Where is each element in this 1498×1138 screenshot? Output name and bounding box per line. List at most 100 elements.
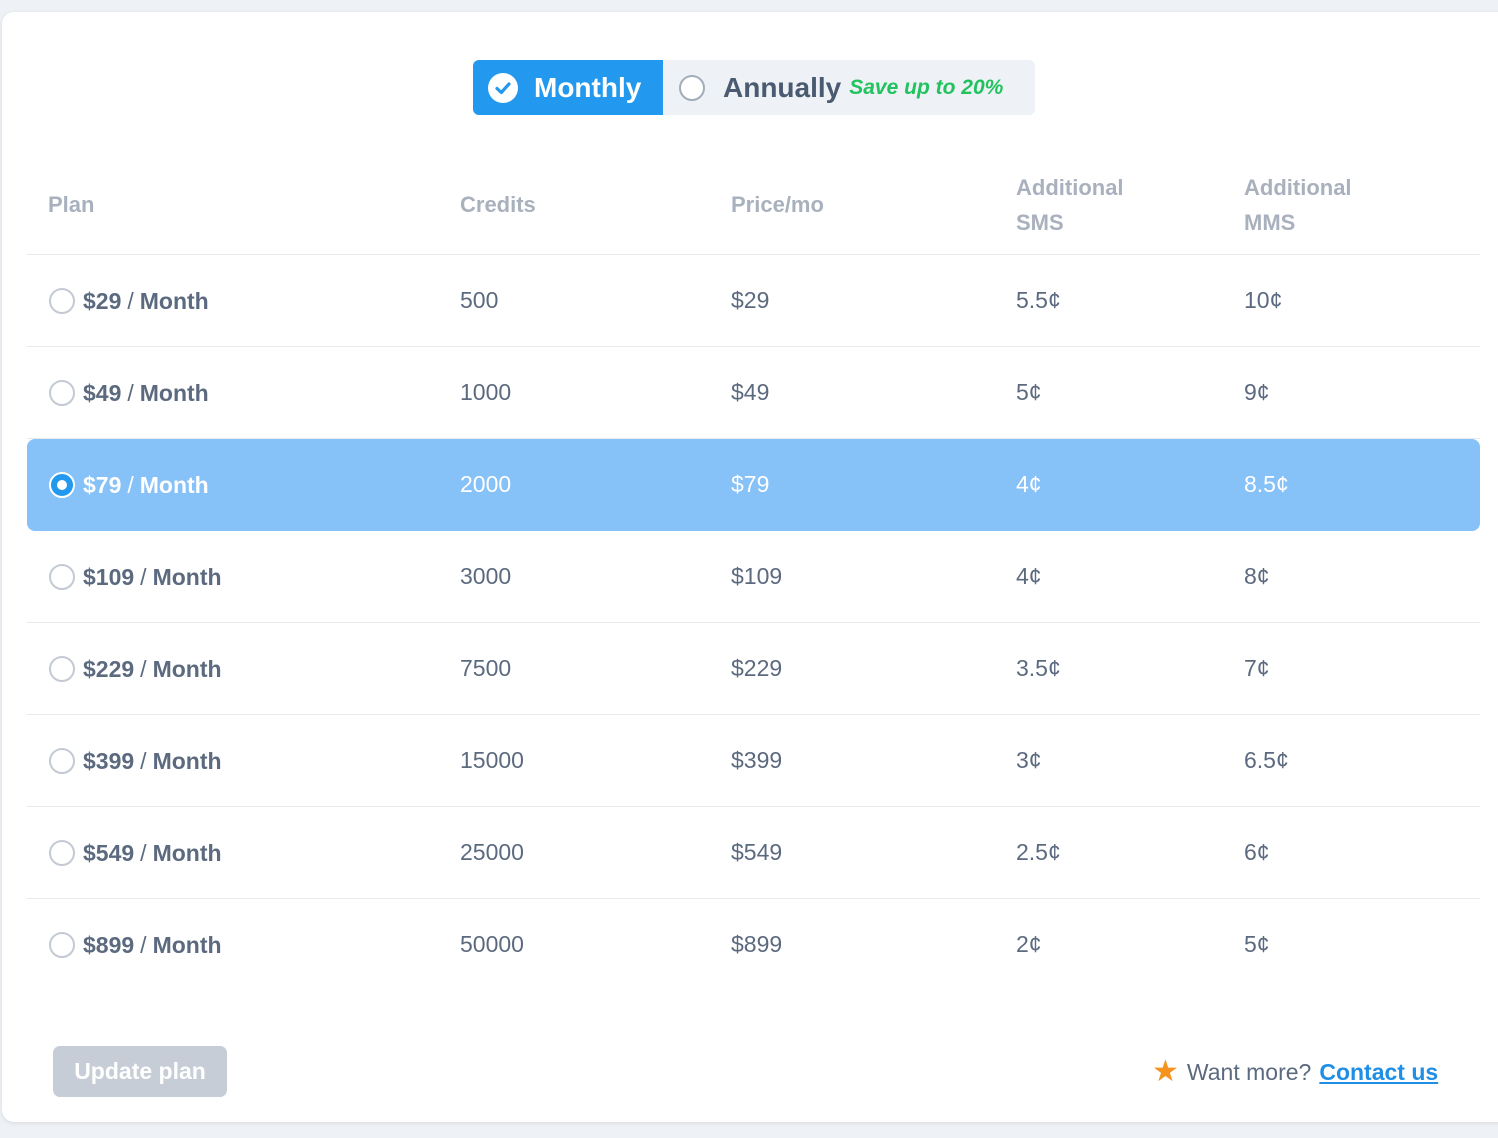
- mms-cell: 6.5¢: [1244, 747, 1289, 773]
- update-plan-button[interactable]: Update plan: [53, 1046, 227, 1097]
- header-sms-line2: SMS: [1016, 210, 1064, 235]
- mms-cell: 10¢: [1244, 287, 1283, 313]
- plan-card: Monthly Annually Save up to 20% Plan Cre…: [2, 12, 1498, 1122]
- plan-unit: Month: [152, 840, 222, 866]
- radio-unchecked-icon: [679, 74, 705, 101]
- price-cell: $899: [731, 931, 783, 957]
- mms-cell: 7¢: [1244, 655, 1270, 681]
- table-row[interactable]: $549/Month 25000 $549 2.5¢ 6¢: [27, 807, 1480, 899]
- plan-unit: Month: [139, 288, 209, 314]
- table-row[interactable]: $899/Month 50000 $899 2¢ 5¢: [27, 899, 1480, 991]
- plan-cell: $29/Month: [49, 255, 209, 347]
- price-cell: $49: [731, 379, 770, 405]
- plan-radio[interactable]: [49, 840, 75, 866]
- header-credits: Credits: [460, 192, 536, 217]
- sms-cell: 2¢: [1016, 931, 1042, 957]
- sms-cell: 3¢: [1016, 747, 1042, 773]
- table-header: Plan Credits Price/mo Additional SMS Add…: [27, 157, 1480, 255]
- plan-cell: $899/Month: [49, 899, 222, 991]
- billing-toggle: Monthly Annually Save up to 20%: [473, 60, 1035, 115]
- plan-price-label: $399: [83, 748, 135, 774]
- table-row[interactable]: $79/Month 2000 $79 4¢ 8.5¢: [27, 439, 1480, 531]
- plan-radio[interactable]: [49, 564, 75, 590]
- plan-price-label: $549: [83, 840, 135, 866]
- plan-radio[interactable]: [49, 748, 75, 774]
- check-circle-icon: [488, 72, 518, 103]
- credits-cell: 1000: [460, 379, 512, 405]
- plan-price-label: $49: [83, 380, 122, 406]
- plan-unit: Month: [139, 380, 209, 406]
- plan-price-label: $29: [83, 288, 122, 314]
- want-more-text: Want more?: [1186, 1058, 1312, 1085]
- plan-radio[interactable]: [49, 932, 75, 958]
- credits-cell: 500: [460, 287, 499, 313]
- plan-price-label: $109: [83, 564, 135, 590]
- plan-price-label: $79: [83, 472, 122, 498]
- header-price: Price/mo: [731, 192, 824, 217]
- price-cell: $109: [731, 563, 783, 589]
- plan-cell: $229/Month: [49, 623, 222, 715]
- sms-cell: 4¢: [1016, 471, 1042, 497]
- price-cell: $549: [731, 839, 783, 865]
- mms-cell: 5¢: [1244, 931, 1270, 957]
- sms-cell: 4¢: [1016, 563, 1042, 589]
- sms-cell: 5.5¢: [1016, 287, 1061, 313]
- plan-separator: /: [127, 288, 134, 314]
- sms-cell: 2.5¢: [1016, 839, 1061, 865]
- price-cell: $79: [731, 471, 770, 497]
- price-cell: $399: [731, 747, 783, 773]
- plan-separator: /: [127, 380, 134, 406]
- plan-separator: /: [140, 932, 147, 958]
- table-body: $29/Month 500 $29 5.5¢ 10¢ $49/Month 1000 $49 5¢…: [27, 255, 1480, 991]
- plan-unit: Month: [139, 472, 209, 498]
- plan-cell: $79/Month: [49, 439, 209, 531]
- credits-cell: 3000: [460, 563, 512, 589]
- price-cell: $229: [731, 655, 783, 681]
- plan-unit: Month: [152, 656, 222, 682]
- plan-price-label: $899: [83, 932, 135, 958]
- plan-cell: $399/Month: [49, 715, 222, 807]
- header-sms-line1: Additional: [1016, 175, 1124, 200]
- table-row[interactable]: $29/Month 500 $29 5.5¢ 10¢: [27, 255, 1480, 347]
- plans-table: Plan Credits Price/mo Additional SMS Add…: [27, 157, 1480, 991]
- mms-cell: 9¢: [1244, 379, 1270, 405]
- contact-us-link[interactable]: Contact us: [1319, 1058, 1439, 1085]
- credits-cell: 7500: [460, 655, 512, 681]
- billing-option-monthly[interactable]: Monthly: [473, 60, 663, 115]
- credits-cell: 2000: [460, 471, 512, 497]
- star-icon: ★: [1152, 1055, 1179, 1088]
- plan-separator: /: [140, 748, 147, 774]
- price-cell: $29: [731, 287, 770, 313]
- mms-cell: 8¢: [1244, 563, 1270, 589]
- plan-cell: $109/Month: [49, 531, 222, 623]
- plan-cell: $549/Month: [49, 807, 222, 899]
- billing-option-annually-label: Annually: [723, 71, 842, 103]
- plan-radio[interactable]: [49, 380, 75, 406]
- sms-cell: 3.5¢: [1016, 655, 1061, 681]
- plan-separator: /: [140, 840, 147, 866]
- billing-option-annually[interactable]: Annually Save up to 20%: [663, 60, 1035, 115]
- table-row[interactable]: $399/Month 15000 $399 3¢ 6.5¢: [27, 715, 1480, 807]
- table-row[interactable]: $229/Month 7500 $229 3.5¢ 7¢: [27, 623, 1480, 715]
- plan-separator: /: [140, 564, 147, 590]
- table-row[interactable]: $49/Month 1000 $49 5¢ 9¢: [27, 347, 1480, 439]
- credits-cell: 15000: [460, 747, 524, 773]
- header-mms-line2: MMS: [1244, 210, 1296, 235]
- plan-unit: Month: [152, 564, 222, 590]
- plan-separator: /: [127, 472, 134, 498]
- plan-radio[interactable]: [49, 656, 75, 682]
- want-more: ★ Want more? Contact us: [1152, 1052, 1438, 1092]
- mms-cell: 6¢: [1244, 839, 1270, 865]
- plan-unit: Month: [152, 932, 222, 958]
- header-additional-sms: Additional SMS: [1016, 170, 1124, 240]
- mms-cell: 8.5¢: [1244, 471, 1289, 497]
- sms-cell: 5¢: [1016, 379, 1042, 405]
- header-additional-mms: Additional MMS: [1244, 170, 1352, 240]
- table-row[interactable]: $109/Month 3000 $109 4¢ 8¢: [27, 531, 1480, 623]
- plan-radio[interactable]: [49, 472, 75, 498]
- billing-option-monthly-label: Monthly: [534, 71, 642, 103]
- credits-cell: 50000: [460, 931, 524, 957]
- plan-radio[interactable]: [49, 288, 75, 314]
- plan-cell: $49/Month: [49, 347, 209, 439]
- plan-price-label: $229: [83, 656, 135, 682]
